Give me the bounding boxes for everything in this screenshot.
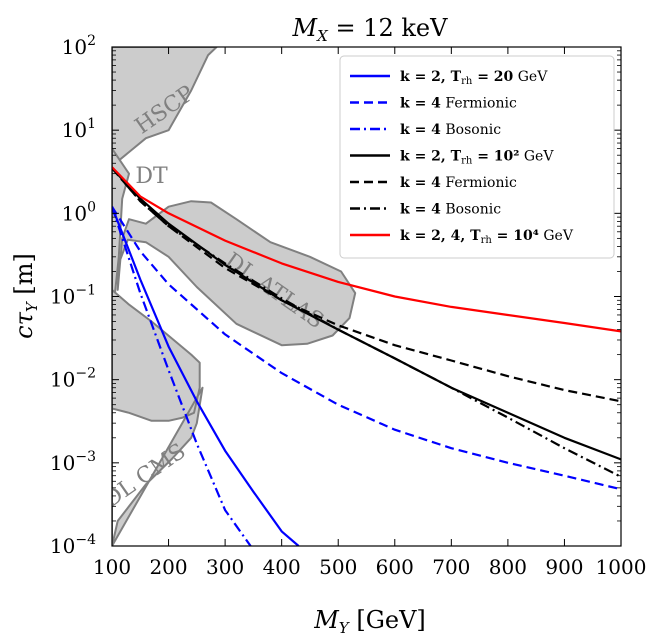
region-label-dt: DT <box>135 164 168 189</box>
legend-box <box>339 55 615 259</box>
x-tick-label: 600 <box>376 555 414 579</box>
x-tick-label: 400 <box>263 555 301 579</box>
legend-label-5: k = 4 Fermionic <box>400 175 517 191</box>
x-tick-label: 1000 <box>596 555 647 579</box>
series-line-3-k-4-bosonic-blue <box>112 206 252 546</box>
series-lines <box>112 166 621 546</box>
x-tick-label: 900 <box>545 555 583 579</box>
x-tick-label: 200 <box>149 555 187 579</box>
series-line-2-k-4-fermionic-blue <box>112 206 621 491</box>
legend-label-7: k = 2, 4, Trh = 10⁴ GeV <box>400 228 574 246</box>
x-tick-labels: 100 200 300 400 500 600 700 800 900 1000 <box>93 555 647 579</box>
legend-label-3: k = 4 Bosonic <box>400 122 501 138</box>
x-axis-label: MY [GeV] <box>313 606 426 637</box>
axis-ticks <box>111 46 622 547</box>
y-tick-label: 10−3 <box>50 449 96 475</box>
region-dl-cms <box>112 288 204 546</box>
x-tick-label: 100 <box>93 555 131 579</box>
series-line-6-k-4-bosonic-black <box>112 167 621 478</box>
legend-label-2: k = 4 Fermionic <box>400 96 517 112</box>
y-axis-label: cτY [m] <box>10 253 41 339</box>
x-tick-label: 500 <box>319 555 357 579</box>
legend-label-6: k = 4 Bosonic <box>400 202 501 218</box>
y-tick-label: 10−2 <box>50 366 96 392</box>
legend: k = 2, Trh = 20 GeV k = 4 Fermionic k = 4 … <box>339 55 615 259</box>
chart-title: MX = 12 keV <box>292 14 449 45</box>
x-tick-label: 300 <box>206 555 244 579</box>
legend-label-4: k = 2, Trh = 10² GeV <box>400 149 554 167</box>
y-tick-label: 10−4 <box>50 532 96 558</box>
series-line-1-k-2-t-rh-20-gev <box>112 206 300 546</box>
y-tick-label: 101 <box>62 116 96 142</box>
y-tick-label: 10−1 <box>50 283 96 309</box>
y-tick-label: 100 <box>62 199 96 225</box>
series-line-7-k-2-4-t-rh-10-4-gev <box>112 166 621 333</box>
x-tick-label: 800 <box>489 555 527 579</box>
y-tick-labels: 10−4 10−3 10−2 10−1 100 101 102 <box>50 33 96 558</box>
x-tick-label: 700 <box>432 555 470 579</box>
y-tick-label: 102 <box>62 33 96 59</box>
legend-label-1: k = 2, Trh = 20 GeV <box>400 69 548 87</box>
